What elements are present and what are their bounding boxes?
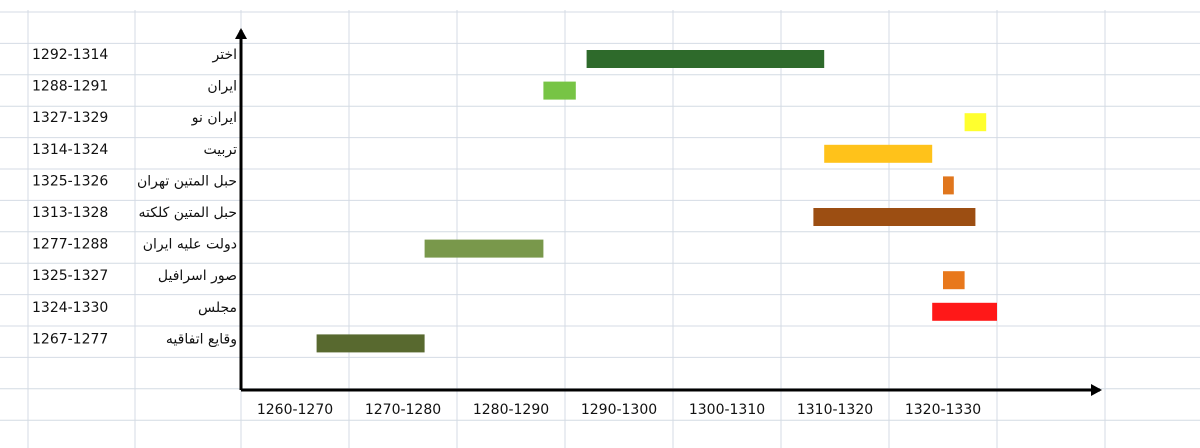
row-label: تربیت	[204, 142, 238, 158]
bar	[943, 176, 954, 195]
bar	[943, 271, 965, 290]
row-label: حبل المتین تهران	[137, 173, 237, 189]
bar	[932, 302, 997, 321]
x-tick-label: 1280-1290	[473, 402, 549, 418]
bar	[543, 81, 576, 100]
bar	[824, 144, 933, 163]
bar	[964, 113, 987, 132]
bar	[813, 208, 976, 226]
row-label: ایران نو	[191, 110, 237, 126]
range-label: 1267-1277	[32, 331, 108, 347]
range-label: 1325-1327	[32, 268, 108, 284]
x-tick-label: 1260-1270	[257, 402, 333, 418]
range-label: 1324-1330	[32, 300, 108, 316]
x-tick-label: 1310-1320	[797, 402, 873, 418]
bar	[316, 334, 425, 353]
sheet-grid	[0, 10, 1200, 448]
row-label: دولت علیه ایران	[143, 237, 237, 253]
x-tick-label: 1270-1280	[365, 402, 441, 418]
range-label: 1277-1288	[32, 237, 108, 253]
x-tick-label: 1290-1300	[581, 402, 657, 418]
range-label: 1327-1329	[32, 110, 108, 126]
bar	[424, 239, 544, 258]
x-tick-label: 1320-1330	[905, 402, 981, 418]
row-label: اختر	[212, 47, 238, 63]
row-label: صور اسرافیل	[158, 268, 237, 284]
bar	[586, 50, 825, 68]
row-label: ایران	[207, 79, 237, 95]
row-label: وقایع اتفاقیه	[166, 331, 237, 347]
range-label: 1288-1291	[32, 79, 108, 95]
range-label: 1292-1314	[32, 47, 108, 63]
range-label: 1313-1328	[32, 205, 108, 221]
row-label: مجلس	[198, 300, 237, 316]
range-label: 1314-1324	[32, 142, 108, 158]
x-tick-label: 1300-1310	[689, 402, 765, 418]
range-label: 1325-1326	[32, 173, 108, 189]
row-label: حبل المتین کلکته	[139, 205, 238, 221]
